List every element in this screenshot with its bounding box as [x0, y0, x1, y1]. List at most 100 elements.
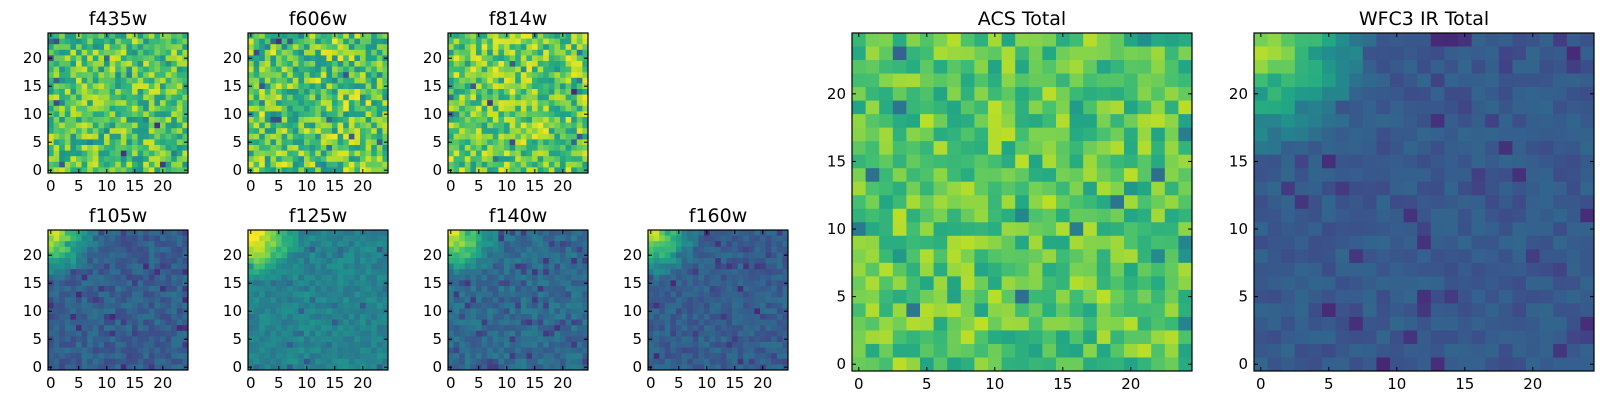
heatmap-cell	[852, 222, 866, 237]
heatmap-cell	[148, 33, 155, 39]
heatmap-cell	[1164, 181, 1179, 196]
heatmap-cell	[70, 330, 77, 337]
heatmap-cell	[104, 246, 110, 253]
heatmap-cell	[92, 314, 99, 320]
heatmap-cell	[309, 252, 316, 259]
x-tick-label: 15	[725, 374, 744, 392]
heatmap-cell	[1164, 222, 1179, 237]
heatmap-cell	[53, 117, 60, 123]
heatmap-cell	[59, 145, 66, 151]
heatmap-cell	[176, 167, 183, 174]
heatmap-cell	[704, 353, 710, 360]
x-tick-label: 10	[297, 177, 316, 195]
heatmap-cell	[481, 314, 488, 320]
heatmap-cell	[320, 83, 327, 90]
heatmap-cell	[348, 230, 355, 236]
heatmap-cell	[304, 122, 310, 129]
heatmap-cell	[1069, 154, 1084, 169]
heatmap-cell	[554, 230, 561, 236]
heatmap-cell	[292, 38, 299, 45]
heatmap-cell	[476, 145, 482, 151]
heatmap-cell	[382, 358, 389, 365]
heatmap-cell	[109, 325, 116, 332]
heatmap-cell	[248, 330, 254, 337]
heatmap-cell	[560, 314, 566, 320]
y-tick-label: 20	[423, 246, 442, 264]
heatmap-cell	[664, 269, 671, 276]
heatmap-cell	[104, 161, 110, 168]
heatmap-cell	[453, 139, 460, 146]
heatmap-cell	[715, 297, 722, 304]
heatmap-cell	[487, 77, 494, 84]
heatmap-cell	[933, 100, 948, 115]
heatmap-cell	[754, 364, 761, 371]
heatmap-cell	[554, 330, 561, 337]
heatmap-cell	[571, 66, 578, 73]
heatmap-cell	[1001, 222, 1016, 237]
heatmap-cell	[947, 141, 962, 156]
heatmap-cell	[143, 353, 150, 360]
heatmap-cell	[287, 111, 294, 118]
heatmap-cell	[464, 77, 471, 84]
heatmap-cell	[726, 246, 733, 253]
heatmap-cell	[332, 66, 338, 73]
heatmap-cell	[98, 235, 105, 242]
heatmap-cell	[76, 94, 82, 101]
heatmap-cell	[53, 61, 60, 67]
heatmap-cell	[560, 66, 566, 73]
heatmap-cell	[520, 61, 527, 67]
heatmap-cell	[892, 73, 907, 88]
heatmap-cell	[470, 314, 477, 320]
heatmap-cell	[87, 297, 94, 304]
heatmap-cell	[698, 269, 705, 276]
heatmap-cell	[326, 325, 333, 332]
heatmap-cell	[70, 252, 77, 259]
heatmap-cell	[988, 73, 1002, 88]
heatmap-cell	[470, 100, 477, 107]
heatmap-cell	[537, 308, 544, 315]
heatmap-cell	[743, 274, 750, 281]
heatmap-cell	[154, 100, 161, 107]
heatmap-cell	[171, 55, 178, 62]
heatmap-cell	[259, 117, 266, 123]
heatmap-cell	[743, 314, 750, 320]
heatmap-cell	[143, 72, 150, 79]
heatmap-cell	[648, 358, 654, 365]
heatmap-cell	[1096, 114, 1111, 129]
heatmap-cell	[459, 94, 466, 101]
heatmap-cell	[371, 89, 378, 95]
heatmap-cell	[1015, 181, 1030, 196]
heatmap-cell	[537, 100, 544, 107]
heatmap-cell	[560, 44, 566, 51]
heatmap-cell	[259, 274, 266, 281]
heatmap-cell	[726, 274, 733, 281]
heatmap-cell	[947, 100, 962, 115]
heatmap-cell	[148, 325, 155, 332]
heatmap-cell	[743, 258, 750, 264]
heatmap-cell	[126, 111, 133, 118]
heatmap-cell	[670, 263, 677, 270]
heatmap-cell	[565, 342, 572, 348]
heatmap-cell	[309, 274, 316, 281]
heatmap-cell	[470, 358, 477, 365]
heatmap-cell	[337, 364, 344, 371]
heatmap-cell	[1028, 73, 1043, 88]
heatmap-cell	[115, 286, 122, 292]
heatmap-cell	[104, 128, 110, 135]
heatmap-cell	[320, 308, 327, 315]
heatmap-cell	[132, 145, 138, 151]
heatmap-cell	[504, 291, 510, 298]
heatmap-cell	[481, 319, 488, 326]
heatmap-cell	[865, 87, 880, 101]
heatmap-cell	[354, 280, 361, 287]
heatmap-cell	[543, 297, 550, 304]
heatmap-cell	[481, 358, 488, 365]
heatmap-cell	[776, 308, 783, 315]
heatmap-cell	[337, 117, 344, 123]
heatmap-cell	[960, 87, 975, 101]
heatmap-cell	[382, 353, 389, 360]
heatmap-cell	[154, 308, 161, 315]
heatmap-cell	[737, 364, 744, 371]
